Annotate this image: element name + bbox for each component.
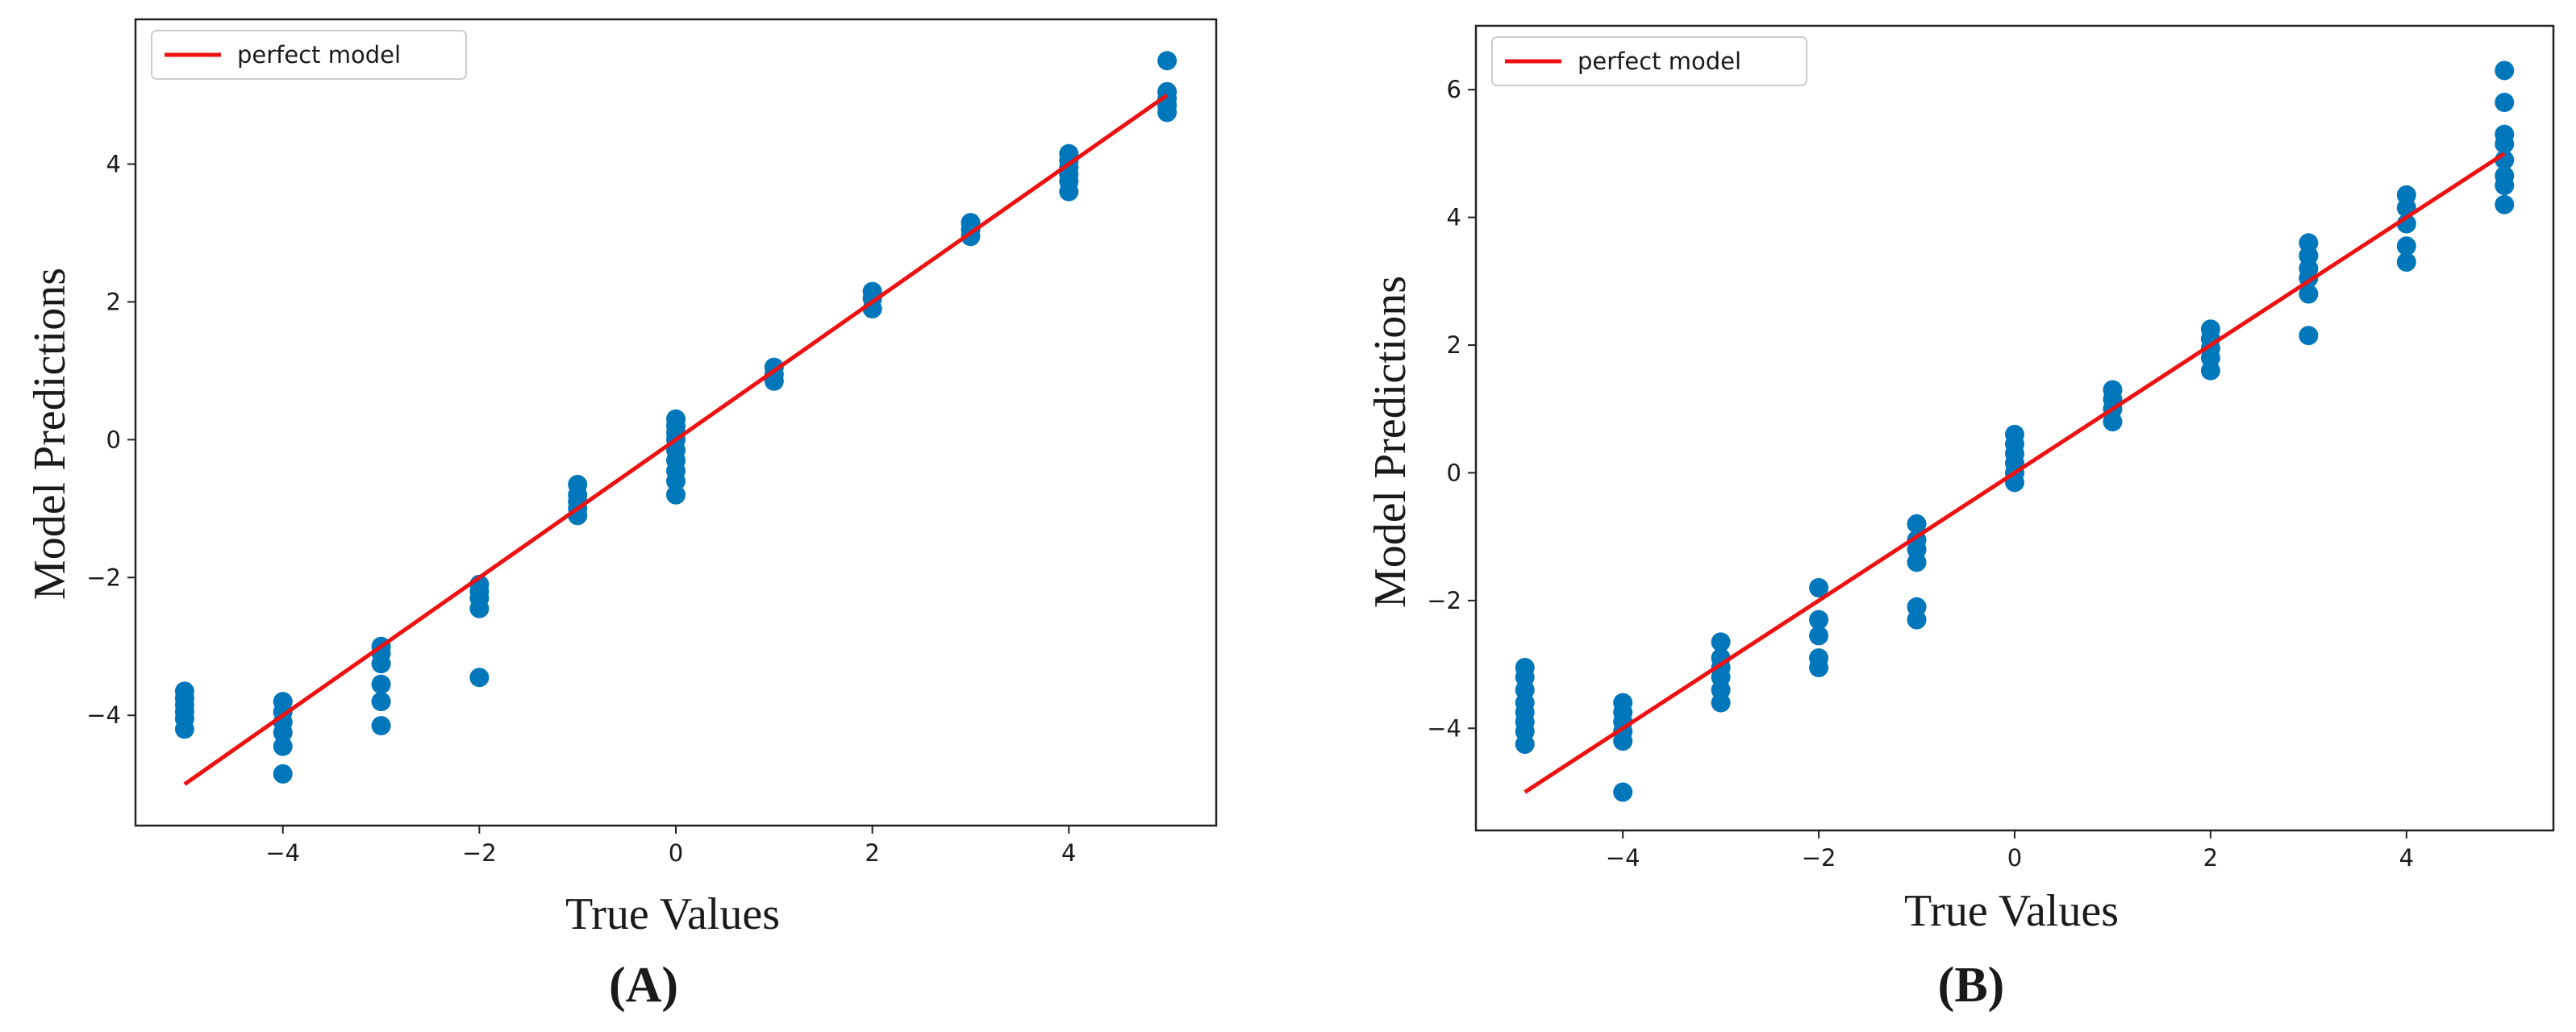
panel-a-data-point <box>666 485 686 505</box>
panel-b-data-point <box>1613 731 1633 751</box>
panel-b-data-point <box>2495 134 2515 154</box>
panel-a-data-point <box>1157 51 1178 71</box>
panel-b-data-point <box>2299 284 2319 304</box>
panel-a-ytick-label: 4 <box>106 150 121 177</box>
panel-b-data-point <box>2200 360 2220 381</box>
panel-b-data-point <box>2103 412 2123 432</box>
panel-b-xlabel: True Values <box>1904 886 2119 936</box>
panel-a-data-point <box>666 471 686 491</box>
panel-b-data-point <box>2299 326 2319 346</box>
panel-b-data-point <box>1515 734 1535 755</box>
panel-a-legend-label: perfect model <box>237 41 401 69</box>
panel-a-xtick-label: −2 <box>462 839 497 867</box>
panel-b-xtick-label: −4 <box>1606 844 1640 872</box>
panel-b-data-point <box>1809 610 1829 630</box>
panel-a-data-point <box>174 719 194 739</box>
panel-b-plot: −4 −2 0 2 4 −4 −2 0 2 4 6 perfect model <box>1427 24 2555 872</box>
panel-a-data-point <box>371 716 391 736</box>
panel-a-data-point <box>371 654 391 674</box>
panel-b-ytick-label: 2 <box>1447 331 1461 359</box>
panel-a-ylabel: Model Predictions <box>25 268 75 600</box>
panel-b-data-point <box>1809 626 1829 646</box>
panel-a-ytick-label: 0 <box>106 426 121 453</box>
panel-a-data-point <box>469 668 490 688</box>
panel-b-data-point <box>1907 610 1927 630</box>
panel-a-legend-box <box>151 30 467 80</box>
panel-a-xtick-label: 2 <box>865 839 879 867</box>
panel-b-ytick-label: 6 <box>1447 76 1461 103</box>
panel-a-label: (A) <box>609 958 678 1013</box>
panel-b-data-point <box>2495 60 2515 81</box>
panel-a-perfect-model-line <box>183 93 1169 786</box>
panel-a-axes-frame <box>134 18 1218 827</box>
panel-b-ytick-label: 0 <box>1447 459 1461 486</box>
panel-b-legend-label: perfect model <box>1578 48 1741 75</box>
panel-b-axes-frame <box>1474 24 2555 832</box>
panel-b-data-point <box>1809 578 1829 598</box>
panel-b-ytick-label: −4 <box>1427 714 1461 742</box>
panel-b-data-point <box>2495 93 2515 113</box>
panel-a-xtick-label: 0 <box>669 839 683 867</box>
panel-b-ytick-label: 4 <box>1447 204 1461 231</box>
panel-a-ytick-label: 2 <box>106 288 121 315</box>
panel-b-data-point <box>2495 176 2515 196</box>
panel-b-xtick-label: 4 <box>2399 844 2414 872</box>
panel-a-data-point <box>469 598 490 618</box>
panel-b-data-point <box>2396 236 2416 256</box>
panel-a-ytick-label: −2 <box>86 564 121 591</box>
panel-b-ylabel: Model Predictions <box>1365 276 1415 608</box>
panel-a-data-point <box>273 722 293 743</box>
panel-b-legend-box <box>1491 36 1807 86</box>
panel-b-data-point <box>1613 782 1633 802</box>
panel-b-data-point <box>1907 552 1927 572</box>
panel-b-data-point <box>1711 693 1731 713</box>
panel-b-data-point <box>1907 514 1927 534</box>
panel-a-data-point <box>1157 102 1178 123</box>
panel-b-data-point <box>2495 194 2515 214</box>
panel-a-ytick-label: −4 <box>86 701 121 729</box>
panel-a-data-point <box>273 764 293 784</box>
panel-b-ytick-label: −2 <box>1427 587 1461 614</box>
panel-a-xtick-label: 4 <box>1061 839 1076 867</box>
panel-a-data-point <box>371 692 391 712</box>
panel-b-xtick-label: 2 <box>2203 844 2218 872</box>
panel-a-data-point <box>371 674 391 694</box>
panel-a-data-point <box>273 736 293 756</box>
panel-b-xtick-label: 0 <box>2007 844 2022 872</box>
panel-b-perfect-model-line <box>1524 152 2506 794</box>
panel-a-data-point <box>1059 181 1079 202</box>
panel-a-plot: −4 −2 0 2 4 −4 −2 0 2 4 perfect model <box>86 18 1218 867</box>
panel-b-label: (B) <box>1938 958 2005 1013</box>
panel-b-data-point <box>2396 252 2416 273</box>
panel-b-data-point <box>1809 658 1829 678</box>
panel-a-xlabel: True Values <box>565 889 780 939</box>
panel-b-data-point <box>1711 632 1731 652</box>
panel-a-xtick-label: −4 <box>265 839 300 867</box>
panel-b-xtick-label: −2 <box>1802 844 1836 872</box>
